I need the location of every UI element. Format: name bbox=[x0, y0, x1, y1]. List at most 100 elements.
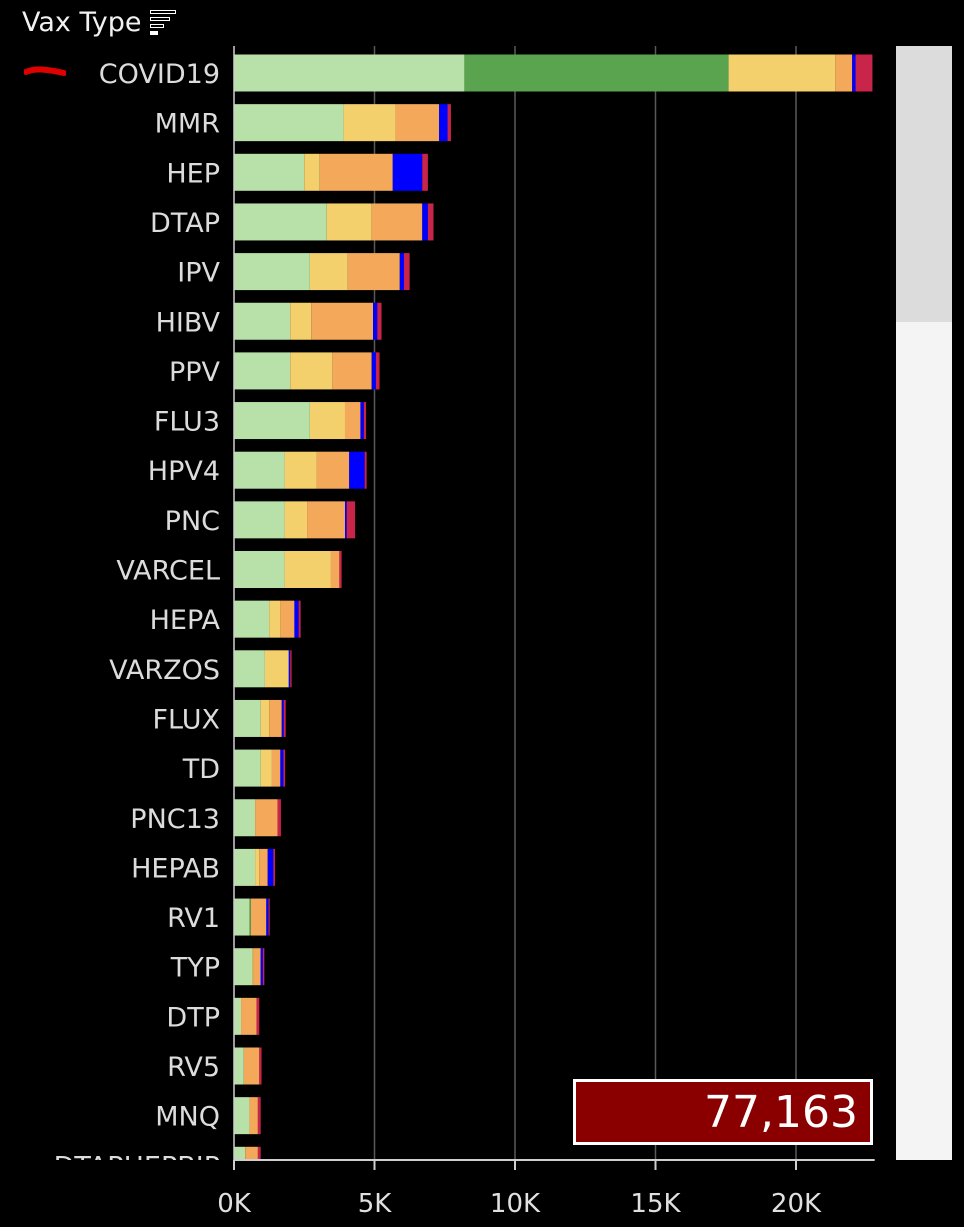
bar-segment bbox=[234, 699, 261, 737]
bar-segment bbox=[269, 699, 282, 737]
scrollbar-thumb[interactable] bbox=[896, 46, 952, 322]
bar-segment bbox=[234, 948, 253, 986]
bar-segment bbox=[277, 799, 281, 837]
bar-segment bbox=[404, 253, 410, 291]
bar-segment bbox=[344, 402, 361, 440]
bar-segment bbox=[326, 203, 372, 241]
bar-segment bbox=[373, 302, 378, 340]
category-label: PNC13 bbox=[130, 804, 220, 835]
bar-segment bbox=[311, 302, 374, 340]
bar-segment bbox=[395, 104, 440, 142]
category-labels: COVID19 MMR HEP DTAP IPV HIBV PPV FLU3 HPV4 PNC VA… bbox=[54, 59, 221, 1182]
bar-segment bbox=[259, 848, 268, 886]
x-tick-label: 10K bbox=[490, 1189, 541, 1219]
bar-segment bbox=[332, 352, 372, 390]
bar-segment bbox=[392, 153, 423, 191]
bar-segment bbox=[234, 848, 256, 886]
bar-segment bbox=[234, 650, 265, 688]
bar-segment bbox=[447, 104, 451, 142]
bar-segment bbox=[234, 1097, 250, 1135]
category-label: TD bbox=[182, 754, 220, 785]
bar-segment bbox=[243, 1047, 260, 1085]
category-label: IPV bbox=[177, 258, 220, 289]
category-label: HIBV bbox=[156, 307, 221, 338]
total-count-value: 77,163 bbox=[704, 1086, 858, 1138]
bar-segment bbox=[283, 749, 286, 787]
x-tick-label: 0K bbox=[217, 1189, 252, 1219]
bar-segment bbox=[252, 948, 254, 986]
bar-segment bbox=[234, 997, 242, 1035]
bar-segment bbox=[422, 203, 428, 241]
bar-segment bbox=[234, 54, 465, 92]
bar-segment bbox=[339, 551, 342, 588]
bar-segment bbox=[257, 1146, 261, 1160]
bar-segment bbox=[375, 352, 380, 390]
bar-segment bbox=[363, 402, 367, 440]
category-label: VARCEL bbox=[116, 556, 220, 587]
bar-segment bbox=[309, 402, 345, 440]
bar-segment bbox=[234, 402, 310, 440]
bar-segment bbox=[422, 153, 428, 191]
category-label: RV1 bbox=[167, 903, 220, 934]
bar-segment bbox=[234, 352, 291, 390]
bar-segment bbox=[347, 253, 400, 291]
bar-segment bbox=[255, 848, 260, 886]
category-label: HPV4 bbox=[148, 456, 220, 487]
total-count-box: 77,163 bbox=[573, 1079, 873, 1145]
bar-segment bbox=[234, 1047, 244, 1085]
bar-segment bbox=[241, 997, 257, 1035]
bar-segment bbox=[260, 948, 263, 986]
bar-segment bbox=[273, 848, 276, 886]
bar-segment bbox=[290, 352, 333, 390]
bar-segment bbox=[281, 699, 284, 737]
bar-segment bbox=[234, 203, 327, 241]
bar-segment bbox=[835, 54, 853, 92]
vax-type-header[interactable]: Vax Type bbox=[22, 6, 180, 38]
bar-segment bbox=[346, 501, 356, 539]
bar-segment bbox=[290, 650, 292, 688]
bar-segment bbox=[234, 600, 270, 638]
bar-segment bbox=[360, 402, 364, 440]
vertical-scrollbar[interactable] bbox=[896, 46, 952, 1160]
bar-segment bbox=[439, 104, 448, 142]
bar-segment bbox=[344, 501, 347, 539]
bar-segment bbox=[234, 799, 256, 837]
bar-segment bbox=[298, 600, 301, 638]
bar-segment bbox=[234, 253, 310, 291]
bar-segment bbox=[259, 1047, 262, 1085]
category-label: MNQ bbox=[155, 1102, 220, 1133]
bar-segment bbox=[464, 54, 729, 92]
sort-descending-icon[interactable] bbox=[148, 6, 180, 38]
bar-segment bbox=[399, 253, 405, 291]
category-label: PPV bbox=[169, 357, 221, 388]
bar-segment bbox=[307, 501, 345, 539]
bar-segment bbox=[316, 451, 350, 489]
bar-segment bbox=[371, 352, 376, 390]
bar-segment bbox=[304, 153, 320, 191]
bar-segment bbox=[253, 948, 261, 986]
bar-segment bbox=[234, 302, 291, 340]
bar-segment bbox=[349, 451, 365, 489]
bar-segment bbox=[284, 501, 308, 539]
category-label: DTAPHEPBIP bbox=[54, 1151, 220, 1182]
bar-segment bbox=[250, 898, 267, 936]
bar-segment bbox=[234, 451, 285, 489]
bar-segment bbox=[728, 54, 836, 92]
bar-segment bbox=[234, 749, 261, 787]
bar-segment bbox=[280, 600, 295, 638]
header-title: Vax Type bbox=[22, 6, 142, 38]
bar-segment bbox=[262, 948, 265, 986]
bar-segment bbox=[249, 898, 251, 936]
category-label: FLUX bbox=[153, 704, 221, 735]
bar-segment bbox=[255, 799, 278, 837]
bar-segment bbox=[319, 153, 393, 191]
bar-segment bbox=[264, 650, 289, 688]
bar-segment bbox=[377, 302, 382, 340]
bars bbox=[234, 54, 873, 1160]
category-label: PNC bbox=[165, 506, 220, 537]
category-label: VARZOS bbox=[109, 655, 220, 686]
x-tick-label: 20K bbox=[771, 1189, 822, 1219]
bar-segment bbox=[268, 898, 270, 936]
bar-segment bbox=[256, 997, 260, 1035]
